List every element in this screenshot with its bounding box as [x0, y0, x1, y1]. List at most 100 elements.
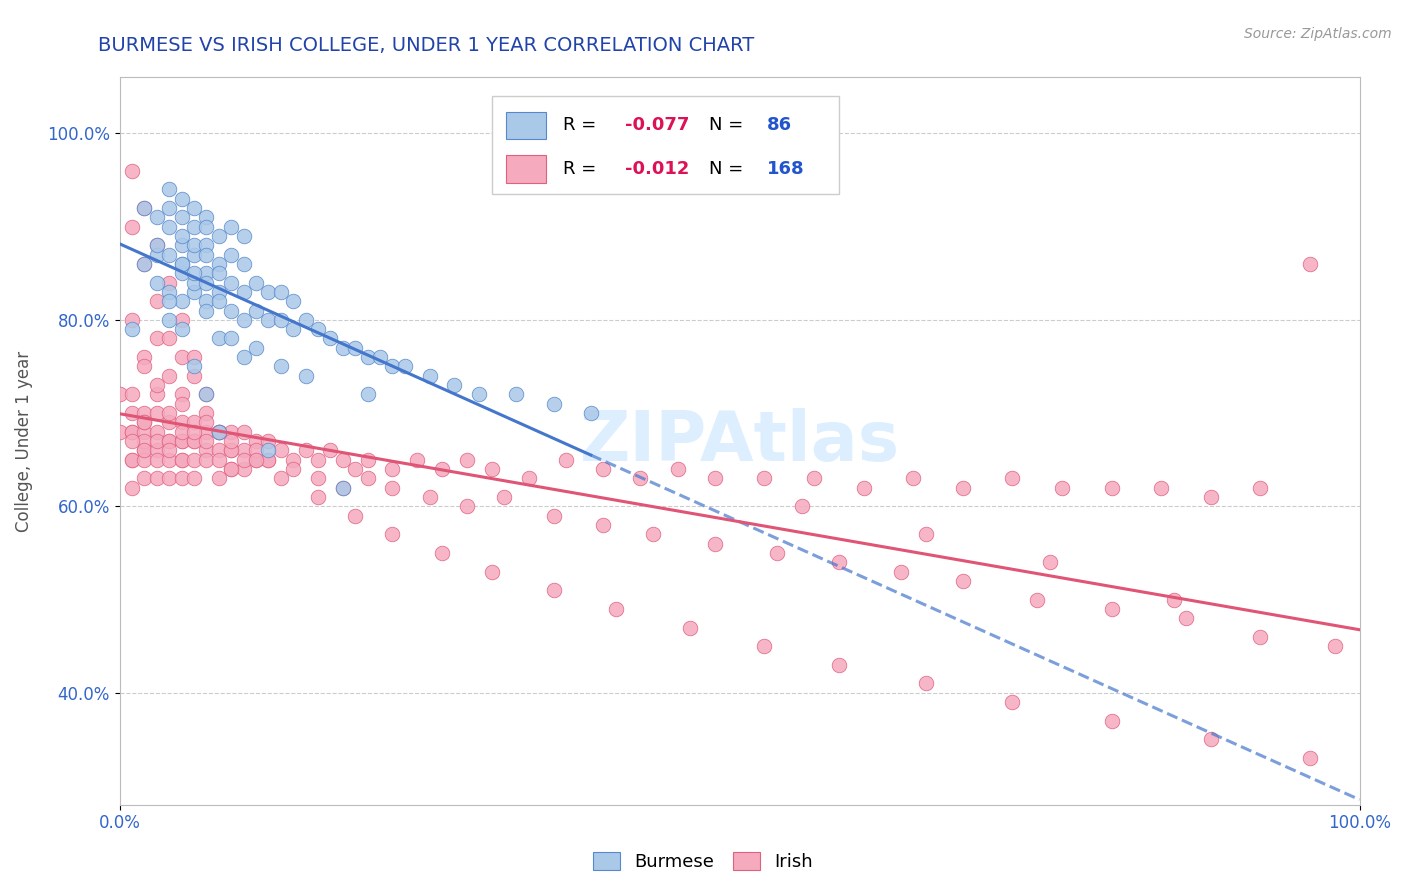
Point: [157, 434, 180, 448]
Point: [157, 182, 180, 196]
Point: [555, 452, 578, 467]
Point: [703, 536, 725, 550]
Text: R =: R =: [564, 160, 603, 178]
Point: [765, 546, 787, 560]
Point: [146, 443, 169, 458]
Point: [170, 192, 193, 206]
Point: [1101, 602, 1123, 616]
Point: [121, 425, 143, 439]
Point: [157, 443, 180, 458]
Point: [195, 247, 218, 261]
Point: [195, 416, 218, 430]
Point: [468, 387, 491, 401]
Point: [134, 425, 156, 439]
Point: [170, 350, 193, 364]
Point: [257, 452, 280, 467]
Point: [1050, 481, 1073, 495]
Point: [146, 387, 169, 401]
Point: [134, 201, 156, 215]
Point: [108, 425, 131, 439]
Point: [195, 294, 218, 309]
Point: [157, 471, 180, 485]
Y-axis label: College, Under 1 year: College, Under 1 year: [15, 351, 32, 532]
Point: [828, 555, 851, 569]
Point: [134, 471, 156, 485]
Text: N =: N =: [709, 117, 748, 135]
Point: [195, 434, 218, 448]
Point: [146, 247, 169, 261]
Point: [1001, 471, 1024, 485]
Point: [579, 406, 602, 420]
Point: [828, 657, 851, 672]
Point: [430, 462, 453, 476]
Point: [134, 452, 156, 467]
Point: [195, 211, 218, 225]
Point: [195, 387, 218, 401]
Point: [270, 443, 292, 458]
Point: [157, 219, 180, 234]
Point: [232, 257, 254, 271]
Point: [270, 285, 292, 299]
Point: [283, 462, 305, 476]
Point: [195, 425, 218, 439]
Point: [283, 322, 305, 336]
Point: [754, 471, 776, 485]
Point: [406, 452, 429, 467]
Point: [134, 350, 156, 364]
Point: [134, 416, 156, 430]
Point: [356, 471, 378, 485]
Point: [170, 387, 193, 401]
Point: [157, 276, 180, 290]
Point: [134, 416, 156, 430]
Point: [183, 285, 205, 299]
Point: [134, 434, 156, 448]
Point: [492, 490, 515, 504]
Point: [332, 341, 354, 355]
Text: BURMESE VS IRISH COLLEGE, UNDER 1 YEAR CORRELATION CHART: BURMESE VS IRISH COLLEGE, UNDER 1 YEAR C…: [98, 36, 755, 54]
Point: [170, 257, 193, 271]
Point: [257, 313, 280, 327]
Point: [208, 425, 231, 439]
Point: [344, 341, 367, 355]
Point: [170, 416, 193, 430]
Point: [157, 247, 180, 261]
Point: [245, 341, 267, 355]
Point: [219, 331, 242, 345]
Point: [319, 443, 342, 458]
Point: [170, 294, 193, 309]
Point: [1101, 481, 1123, 495]
Point: [219, 247, 242, 261]
Point: [219, 276, 242, 290]
Point: [790, 500, 813, 514]
Point: [319, 331, 342, 345]
Point: [232, 285, 254, 299]
Point: [134, 443, 156, 458]
Point: [157, 331, 180, 345]
Point: [245, 303, 267, 318]
Point: [157, 294, 180, 309]
Point: [146, 425, 169, 439]
Point: [208, 331, 231, 345]
Point: [146, 378, 169, 392]
Point: [183, 471, 205, 485]
Point: [134, 257, 156, 271]
Point: [121, 163, 143, 178]
Point: [344, 508, 367, 523]
Point: [270, 359, 292, 374]
Point: [195, 443, 218, 458]
Point: [134, 257, 156, 271]
Text: ZIPAtlas: ZIPAtlas: [579, 408, 900, 475]
Point: [157, 285, 180, 299]
Point: [1199, 732, 1222, 747]
Point: [170, 211, 193, 225]
Point: [1174, 611, 1197, 625]
Point: [443, 378, 465, 392]
Point: [157, 313, 180, 327]
Point: [183, 359, 205, 374]
Point: [1038, 555, 1060, 569]
Point: [914, 676, 936, 690]
Point: [381, 359, 404, 374]
Point: [419, 490, 441, 504]
Point: [294, 443, 316, 458]
Legend: Burmese, Irish: Burmese, Irish: [586, 846, 820, 879]
